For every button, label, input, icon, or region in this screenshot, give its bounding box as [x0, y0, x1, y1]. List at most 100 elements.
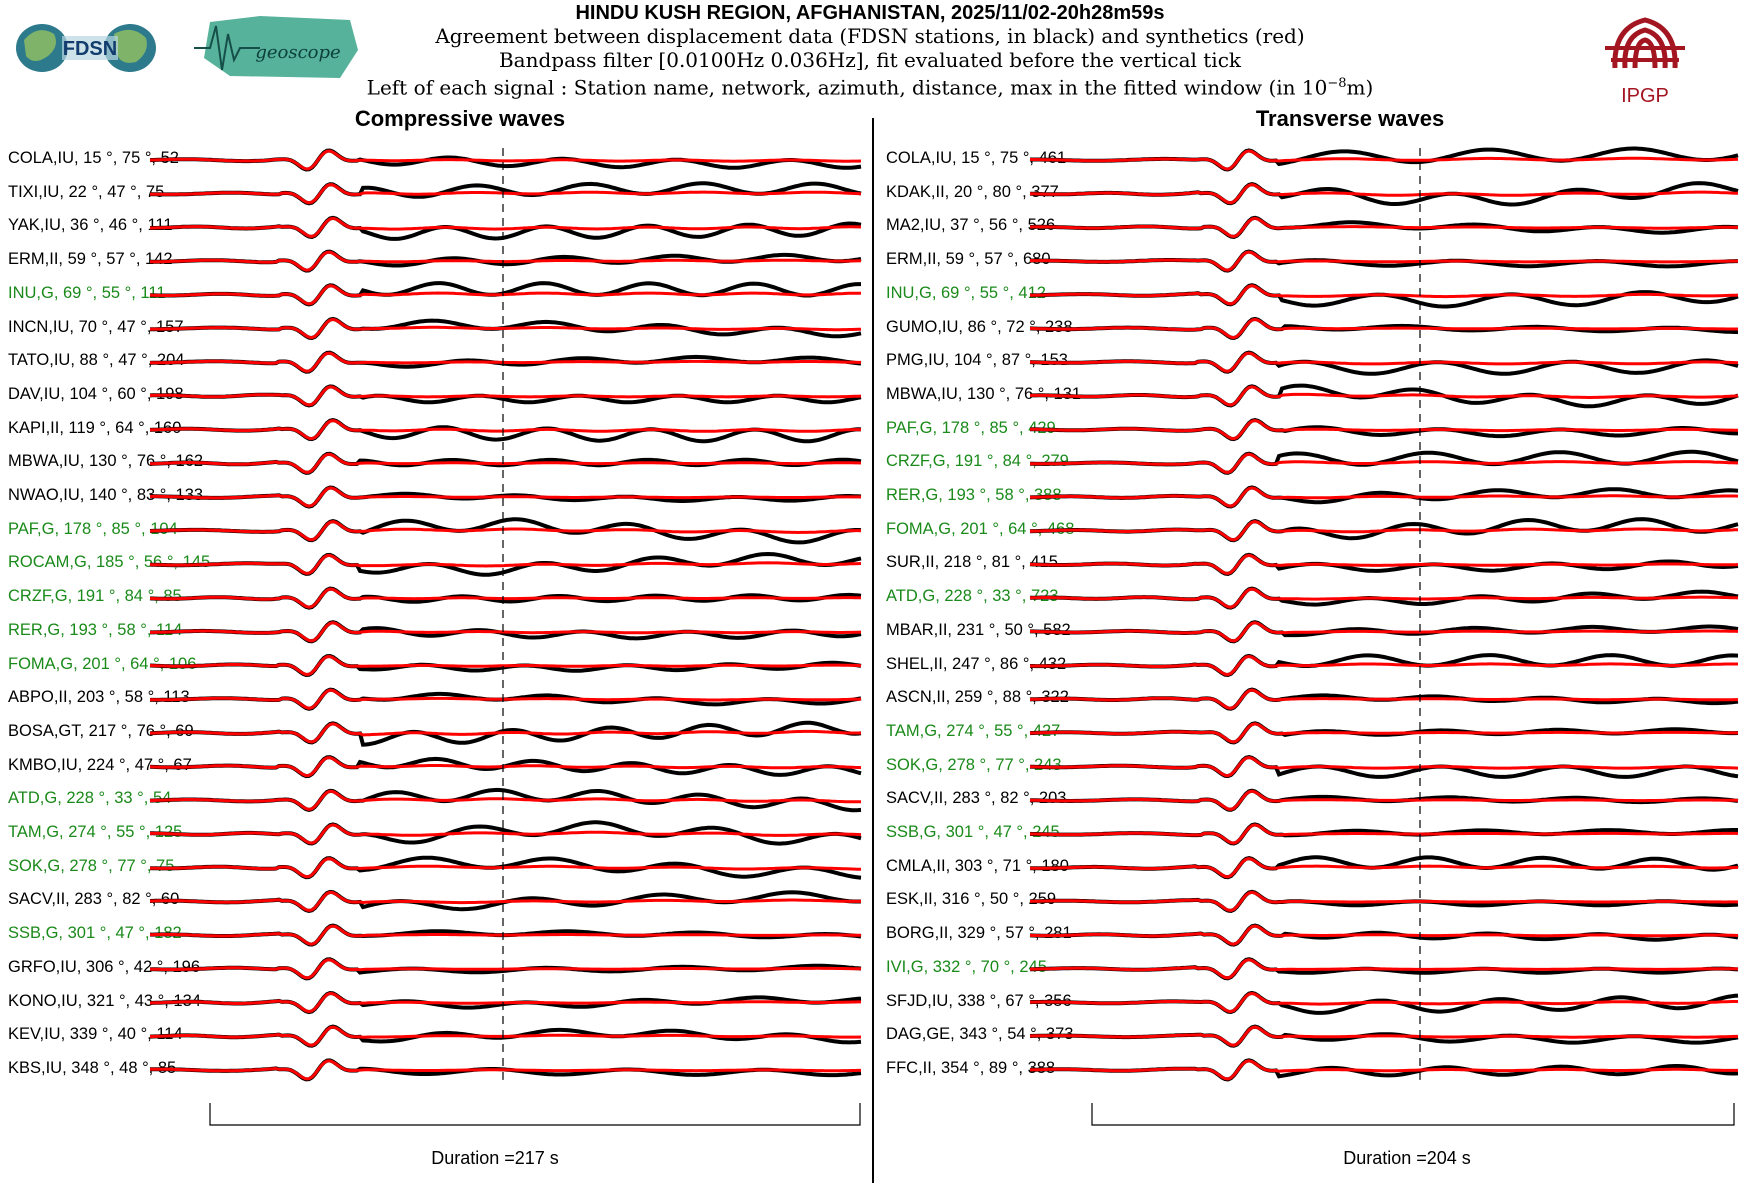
transverse-synthetic-trace [1030, 149, 1739, 171]
compressive-station-label: SSB,G, 301 °, 47 °, 182 [8, 924, 182, 943]
fdsn-land-right [114, 29, 147, 63]
transverse-station-label: PMG,IU, 104 °, 87 °, 153 [886, 351, 1068, 370]
transverse-panel-title: Transverse waves [1255, 106, 1445, 131]
fdsn-land-left [24, 30, 56, 61]
legend-exponent: −8 [1327, 76, 1347, 91]
panel-divider [872, 118, 874, 1183]
fdsn-logo: FDSN [16, 24, 156, 72]
compressive-station-label: COLA,IU, 15 °, 75 °, 52 [8, 149, 179, 167]
compressive-station-label: SACV,II, 283 °, 82 °, 60 [8, 890, 180, 909]
compressive-station-label: BOSA,GT, 217 °, 76 °, 69 [8, 721, 194, 740]
compressive-station-label: KMBO,IU, 224 °, 47 °, 67 [8, 755, 192, 774]
transverse-station-label: FFC,II, 354 °, 89 °, 388 [886, 1058, 1056, 1077]
compressive-duration-label: Duration =217 s [431, 1148, 559, 1168]
compressive-synthetic-trace [150, 688, 862, 710]
transverse-synthetic-trace [1030, 418, 1738, 441]
compressive-synthetic-trace [150, 890, 861, 913]
compressive-synthetic-trace [149, 991, 861, 1014]
compressive-station-label: ABPO,II, 203 °, 58 °, 113 [8, 688, 190, 707]
transverse-synthetic-trace [1029, 520, 1739, 542]
transverse-station-label: KDAK,II, 20 °, 80 °, 377 [886, 182, 1059, 201]
compressive-station-label: TAM,G, 274 °, 55 °, 125 [8, 823, 183, 841]
subtitle-agreement: Agreement between displacement data (FDS… [435, 24, 1305, 48]
legend-prefix: Left of each signal : Station name, netw… [366, 75, 1328, 100]
ipgp-logo-text: IPGP [1621, 85, 1669, 107]
compressive-synthetic-trace [149, 284, 861, 306]
compressive-synthetic-trace [149, 418, 861, 441]
compressive-station-label: INCN,IU, 70 °, 47 °, 157 [8, 317, 184, 336]
compressive-synthetic-trace [150, 1059, 861, 1081]
transverse-synthetic-trace [1029, 351, 1739, 373]
compressive-station-label: MBWA,IU, 130 °, 76 °, 162 [8, 452, 204, 471]
fdsn-logo-text: FDSN [63, 38, 117, 60]
compressive-synthetic-trace [150, 621, 862, 643]
compressive-station-label: CRZF,G, 191 °, 84 °, 85 [8, 587, 182, 606]
geoscope-logo-text: geoscope [255, 42, 340, 63]
compressive-synthetic-trace [150, 216, 862, 239]
geoscope-map [204, 16, 358, 78]
transverse-station-label: PAF,G, 178 °, 85 °, 429 [886, 418, 1056, 437]
transverse-station-label: SSB,G, 301 °, 47 °, 245 [886, 823, 1060, 841]
transverse-station-label: BORG,II, 329 °, 57 °, 281 [886, 924, 1072, 943]
compressive-station-label: KEV,IU, 339 °, 40 °, 114 [8, 1025, 183, 1044]
compressive-station-label: YAK,IU, 36 °, 46 °, 111 [8, 216, 173, 235]
compressive-synthetic-trace [149, 654, 862, 677]
compressive-station-label: KBS,IU, 348 °, 48 °, 85 [8, 1058, 177, 1077]
compressive-synthetic-trace [149, 789, 862, 811]
transverse-duration-label: Duration =204 s [1343, 1148, 1471, 1168]
compressive-duration-bracket [209, 1103, 861, 1126]
transverse-synthetic-trace [1029, 1059, 1738, 1081]
transverse-synthetic-trace [1029, 924, 1739, 946]
figure-title: HINDU KUSH REGION, AFGHANISTAN, 2025/11/… [575, 2, 1165, 24]
compressive-station-label: TATO,IU, 88 °, 47 °, 204 [8, 351, 185, 370]
transverse-station-label: MA2,IU, 37 °, 56 °, 526 [886, 216, 1056, 235]
subtitle-filter: Bandpass filter [0.0100Hz 0.036Hz], fit … [498, 48, 1242, 72]
transverse-synthetic-trace [1029, 553, 1739, 576]
geoscope-seismogram [194, 25, 260, 71]
compressive-station-label: PAF,G, 178 °, 85 °, 104 [8, 519, 178, 538]
compressive-synthetic-trace [150, 351, 861, 373]
transverse-station-label: SUR,II, 218 °, 81 °, 415 [886, 553, 1058, 572]
transverse-station-label: MBWA,IU, 130 °, 76 °, 131 [886, 384, 1082, 403]
transverse-synthetic-trace [1029, 183, 1739, 205]
transverse-synthetic-trace [1029, 385, 1739, 407]
compressive-panel-title: Compressive waves [354, 106, 566, 131]
compressive-station-label: RER,G, 193 °, 58 °, 114 [8, 620, 183, 639]
transverse-synthetic-trace [1030, 991, 1738, 1014]
geoscope-logo: geoscope [194, 16, 358, 78]
transverse-station-label: COLA,IU, 15 °, 75 °, 461 [886, 149, 1067, 167]
compressive-synthetic-trace [150, 317, 862, 340]
compressive-synthetic-trace [149, 452, 862, 474]
transverse-synthetic-trace [1029, 722, 1738, 744]
compressive-station-label: ATD,G, 228 °, 33 °, 54 [8, 789, 172, 808]
transverse-synthetic-trace [1029, 755, 1739, 778]
compressive-synthetic-trace [150, 486, 861, 508]
compressive-station-label: DAV,IU, 104 °, 60 °, 198 [8, 384, 184, 403]
transverse-synthetic-trace [1029, 890, 1738, 913]
transverse-station-label: ATD,G, 228 °, 33 °, 723 [886, 587, 1059, 606]
transverse-station-label: SOK,G, 278 °, 77 °, 243 [886, 755, 1062, 774]
compressive-synthetic-trace [149, 756, 862, 778]
compressive-synthetic-trace [149, 149, 862, 171]
transverse-station-label: CMLA,II, 303 °, 71 °, 180 [886, 856, 1069, 875]
fdsn-band [62, 36, 118, 60]
compressive-synthetic-trace [149, 924, 861, 946]
compressive-synthetic-trace [149, 587, 861, 609]
compressive-synthetic-trace [149, 520, 861, 542]
transverse-station-label: RER,G, 193 °, 58 °, 388 [886, 486, 1062, 504]
transverse-station-label: ERM,II, 59 °, 57 °, 680 [886, 250, 1051, 269]
compressive-station-label: FOMA,G, 201 °, 64 °, 106 [8, 654, 197, 673]
transverse-synthetic-trace [1029, 688, 1738, 710]
transverse-synthetic-trace [1030, 452, 1739, 474]
compressive-synthetic-trace [149, 1025, 862, 1047]
compressive-station-label: NWAO,IU, 140 °, 83 °, 133 [8, 486, 204, 504]
legend-suffix: m) [1346, 75, 1374, 100]
compressive-station-label: TIXI,IU, 22 °, 47 °, 75 [8, 182, 165, 201]
transverse-station-label: SHEL,II, 247 °, 86 °, 432 [886, 654, 1067, 673]
compressive-station-label: ERM,II, 59 °, 57 °, 142 [8, 250, 173, 269]
transverse-station-label: MBAR,II, 231 °, 50 °, 582 [886, 620, 1071, 639]
compressive-synthetic-trace [150, 385, 862, 407]
compressive-synthetic-trace [150, 823, 862, 845]
transverse-station-label: INU,G, 69 °, 55 °, 412 [886, 283, 1046, 302]
